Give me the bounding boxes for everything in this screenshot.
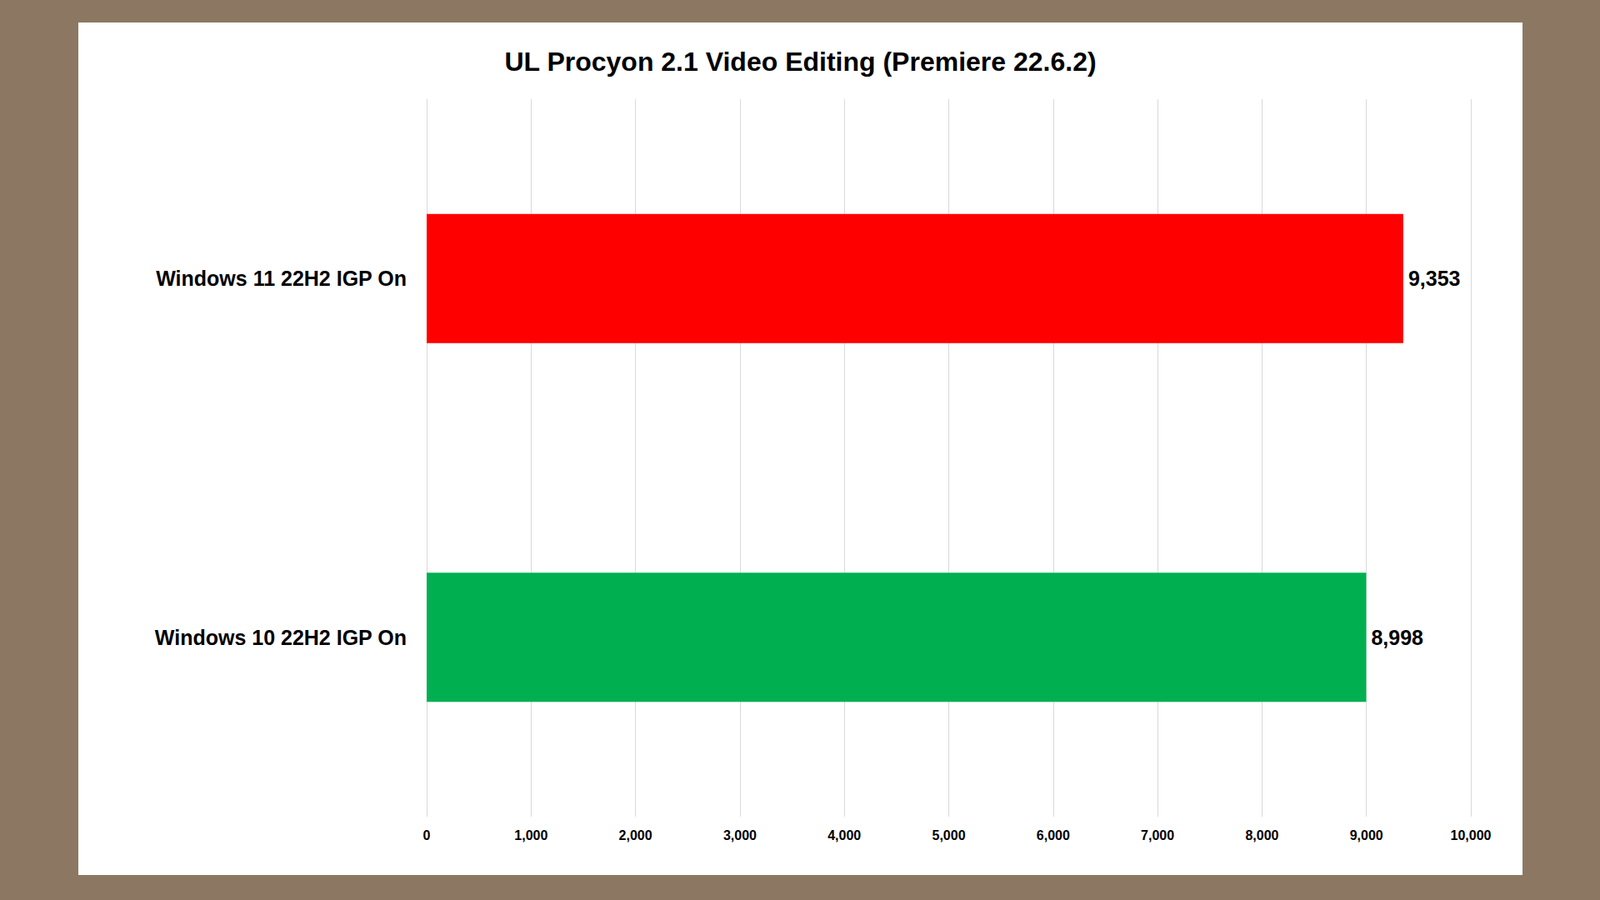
svg-text:Windows 10 22H2 IGP On: Windows 10 22H2 IGP On [155, 625, 407, 650]
svg-text:8,000: 8,000 [1245, 828, 1279, 843]
svg-text:3,000: 3,000 [723, 828, 757, 843]
svg-text:Windows 11 22H2 IGP On: Windows 11 22H2 IGP On [155, 266, 407, 290]
svg-text:0: 0 [423, 828, 431, 843]
svg-text:9,000: 9,000 [1350, 828, 1384, 843]
svg-text:6,000: 6,000 [1036, 828, 1070, 843]
svg-text:8,998: 8,998 [1370, 625, 1424, 650]
svg-text:4,000: 4,000 [827, 828, 861, 843]
svg-text:5,000: 5,000 [931, 828, 965, 843]
svg-text:1,000: 1,000 [514, 828, 548, 843]
svg-text:7,000: 7,000 [1140, 828, 1175, 843]
svg-text:2,000: 2,000 [619, 828, 653, 843]
svg-text:10,000: 10,000 [1450, 828, 1492, 843]
svg-text:UL Procyon 2.1 Video Editing (: UL Procyon 2.1 Video Editing (Premiere 2… [504, 46, 1096, 77]
svg-text:9,353: 9,353 [1408, 266, 1461, 290]
